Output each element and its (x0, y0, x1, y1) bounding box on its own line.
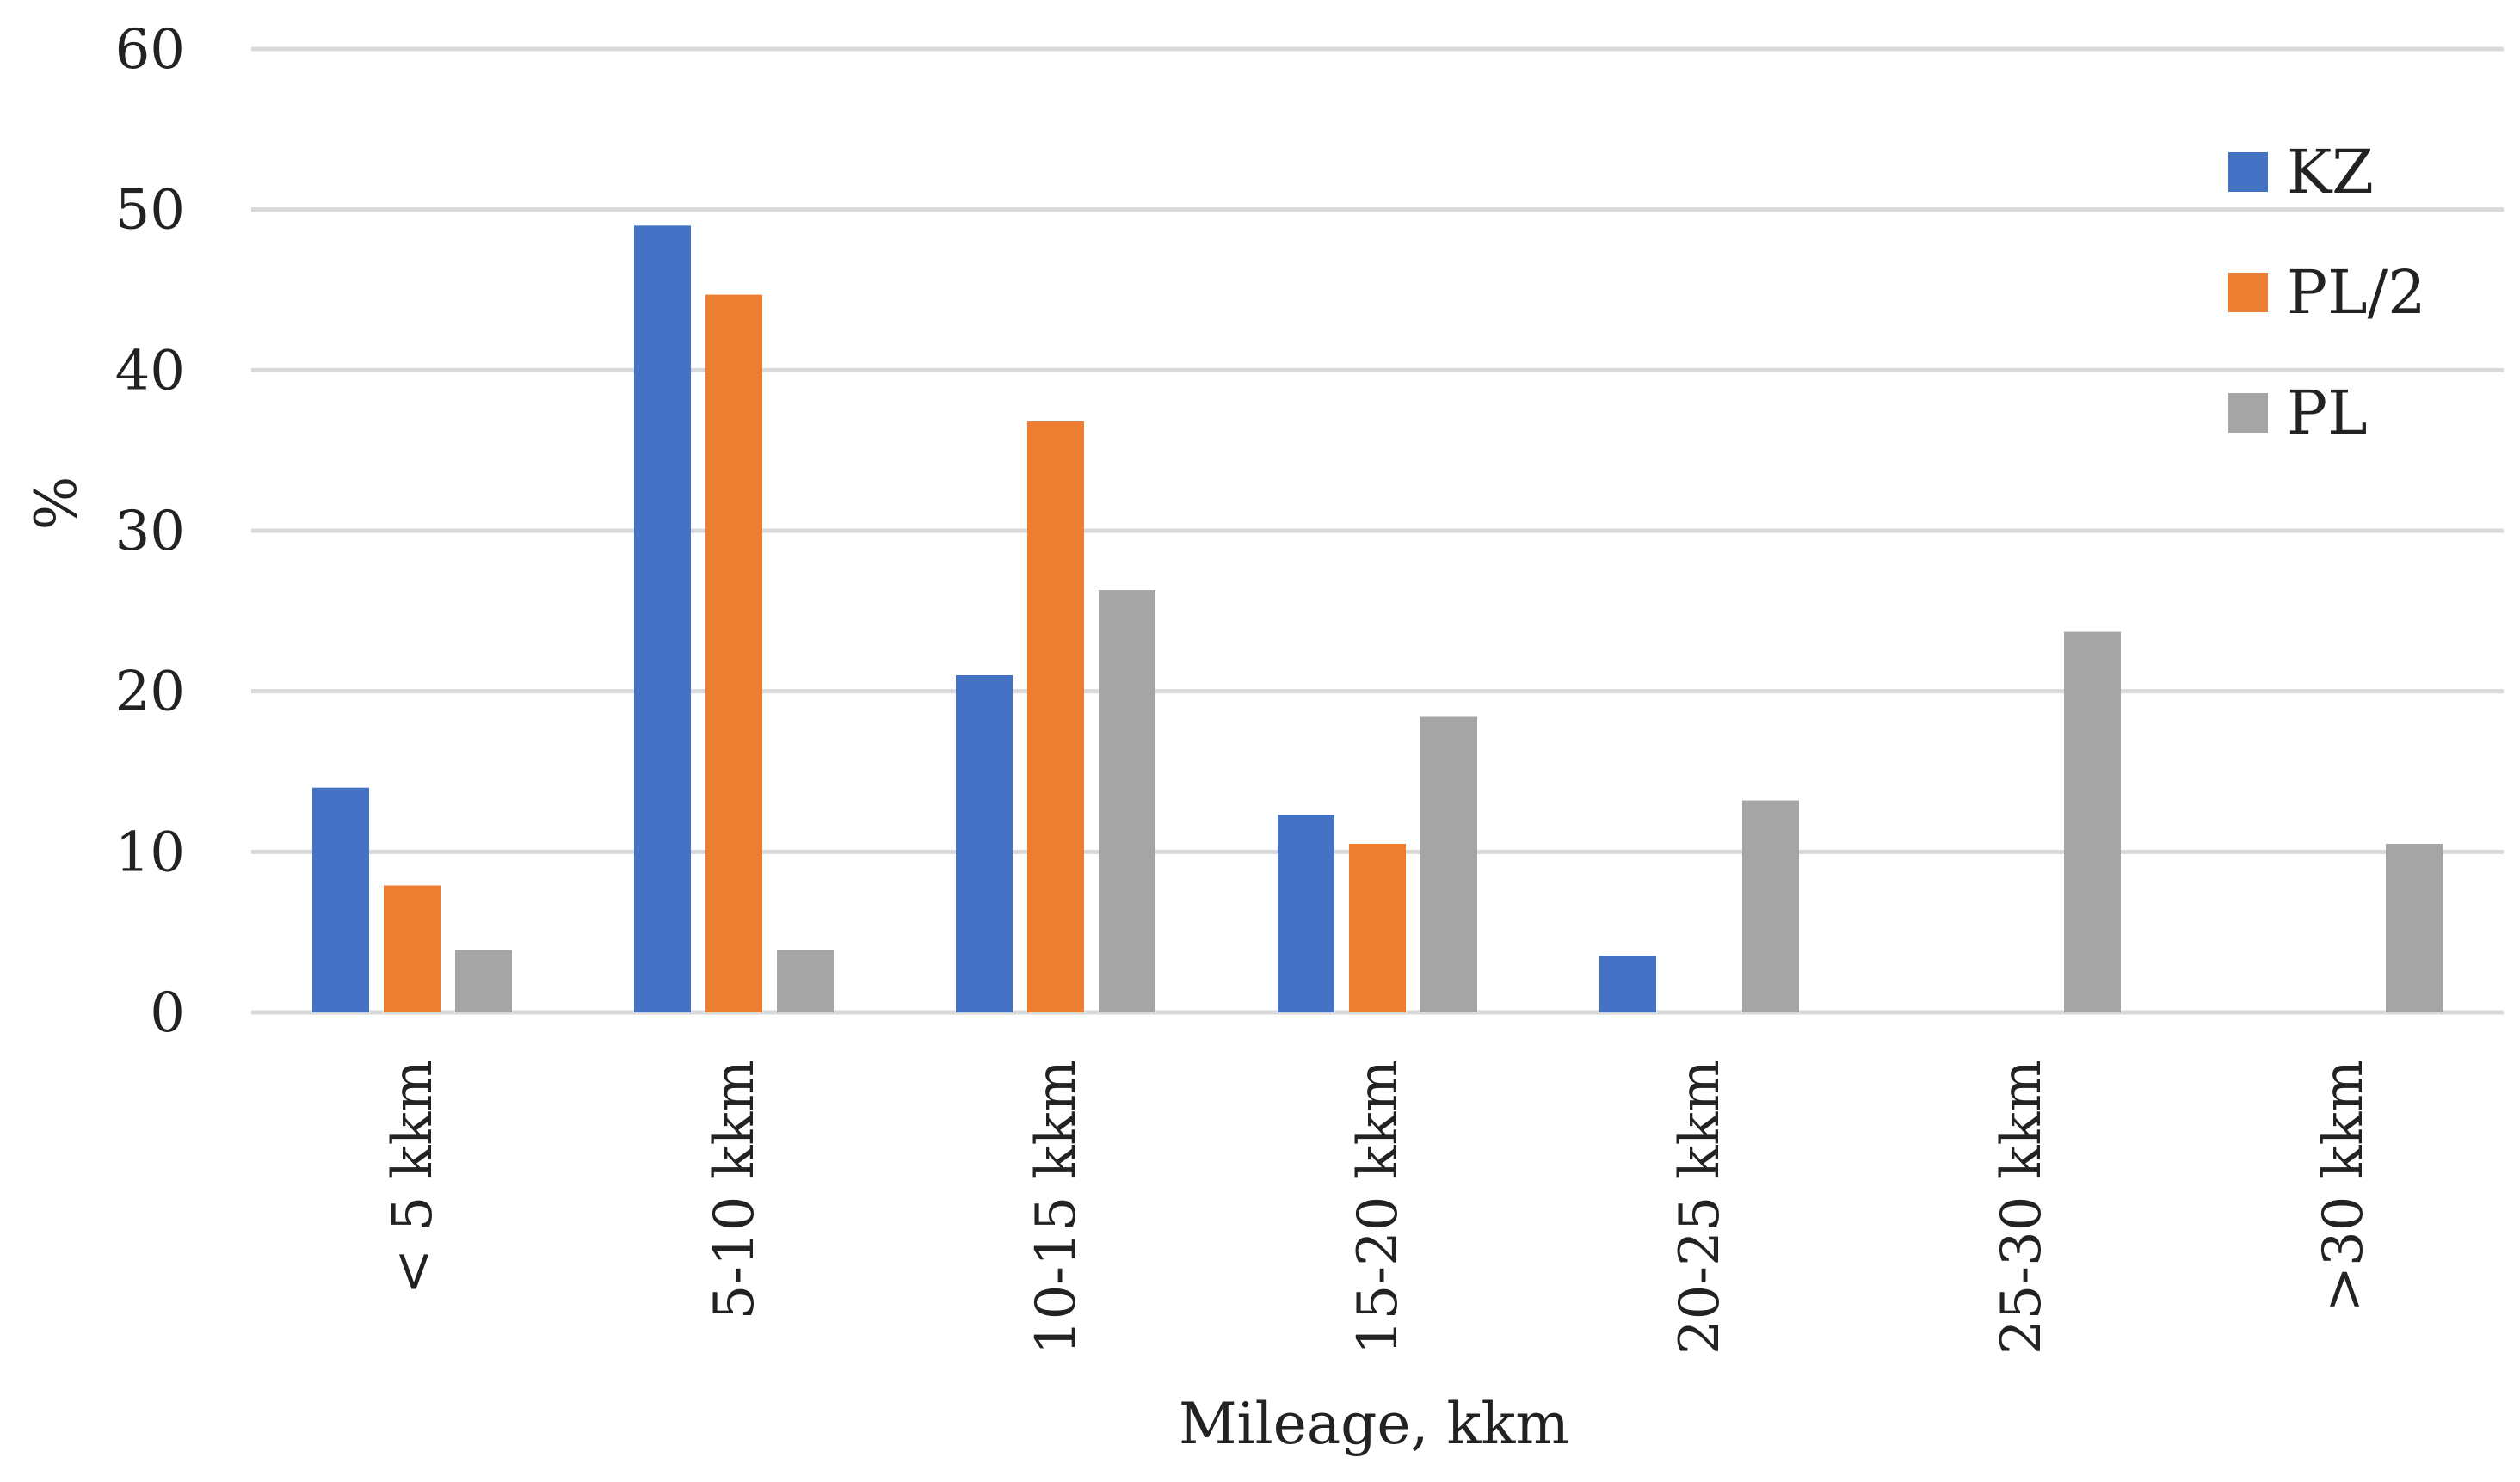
y-tick-label: 50 (115, 179, 185, 243)
legend-swatch (2228, 273, 2268, 312)
bar-pl2-2 (1027, 421, 1084, 1013)
y-tick-label: 20 (115, 661, 185, 724)
legend-label: KZ (2287, 137, 2374, 207)
bar-pl-1 (777, 950, 834, 1012)
x-category-label: 5-10 kkm (703, 1060, 767, 1319)
x-category-label: < 5 kkm (381, 1060, 445, 1294)
x-category-label: 20-25 kkm (1668, 1060, 1732, 1355)
x-axis-category-labels: < 5 kkm 5-10 kkm 10-15 kkm 15-20 kkm 20-25 k… (381, 1060, 2375, 1355)
bar-pl-0 (455, 950, 512, 1012)
legend-swatch (2228, 152, 2268, 192)
bar-kz-2 (956, 675, 1013, 1012)
y-tick-label: 30 (115, 500, 185, 563)
y-tick-label: 40 (115, 339, 185, 403)
x-category-label: 10-15 kkm (1025, 1060, 1088, 1355)
x-axis-title: Mileage, kkm (1179, 1391, 1569, 1457)
bar-pl-4 (1742, 800, 1799, 1012)
bar-pl2-1 (705, 294, 762, 1013)
bar-pl-6 (2386, 844, 2443, 1012)
bars (312, 225, 2443, 1013)
bar-kz-3 (1278, 815, 1334, 1012)
x-category-label: 25-30 kkm (1990, 1060, 2054, 1355)
y-axis-title: % (23, 477, 89, 531)
legend-swatch (2228, 393, 2268, 433)
x-category-label: >30 kkm (2312, 1060, 2375, 1313)
legend: KZ PL/2 PL (2228, 137, 2426, 448)
y-tick-label: 60 (115, 18, 185, 82)
bar-kz-0 (312, 787, 369, 1012)
y-axis-tick-labels: 0 10 20 30 40 50 60 (115, 18, 185, 1045)
bar-pl2-3 (1349, 844, 1406, 1012)
bar-pl2-0 (384, 885, 441, 1012)
bar-pl-2 (1099, 590, 1155, 1012)
legend-label: PL/2 (2287, 257, 2426, 328)
bar-pl-3 (1420, 716, 1477, 1012)
gridlines (251, 46, 2504, 1015)
y-tick-label: 10 (115, 821, 185, 884)
bar-kz-1 (634, 225, 691, 1012)
y-tick-label: 0 (150, 981, 185, 1045)
legend-label: PL (2287, 378, 2368, 448)
bar-kz-4 (1599, 956, 1656, 1012)
x-category-label: 15-20 kkm (1346, 1060, 1410, 1355)
bar-pl-5 (2064, 631, 2121, 1012)
